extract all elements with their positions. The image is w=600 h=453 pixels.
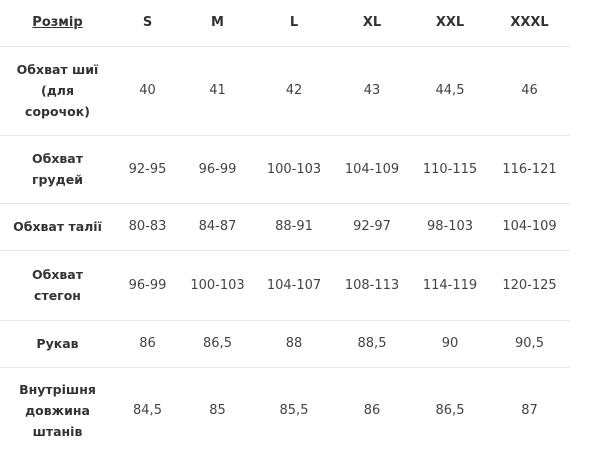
value-cell: 43 (333, 46, 411, 136)
value-cell: 90,5 (489, 320, 570, 368)
value-cell: 84,5 (133, 402, 162, 418)
value-cell: 96-99 (115, 250, 180, 321)
value-cell: 98-103 (411, 203, 489, 251)
measure-row: Внутрішня довжина штанів 84,5 85 85,5 86 86,5 87 (0, 367, 570, 453)
row-label-line: Обхват шиї (16, 62, 99, 77)
value-cell: 87 (521, 402, 538, 418)
row-label-line: стегон (34, 288, 81, 303)
value-cell: 108-113 (333, 250, 411, 321)
measure-row: Обхват стегон 96-99 100-103 104-107 108-113 11… (0, 250, 570, 321)
value-cell: 44,5 (411, 46, 489, 136)
value-cell: 96-99 (180, 135, 255, 204)
size-table: Розмір S M L XL XXL XXXL Обхват шиї (для сорочок)… (0, 0, 570, 453)
value-cell: 114-119 (411, 250, 489, 321)
row-label-line: Внутрішня (19, 381, 96, 397)
value-cell: 85,5 (279, 402, 309, 418)
size-name: L (289, 15, 299, 31)
header-cell: M (180, 0, 255, 47)
value-cell: 84-87 (180, 203, 255, 251)
size-name: XL (362, 15, 382, 31)
value-cell: 100-103 (180, 250, 255, 321)
size-name: XXXL (510, 15, 549, 31)
value-cell: 40 (115, 46, 180, 136)
row-label-line: сорочок) (25, 104, 90, 119)
measure-row: Обхват шиї (для сорочок) 40 41 42 43 44,5 46 (0, 46, 570, 136)
row-label: Обхват стегон (0, 250, 115, 321)
row-label-line: довжина (25, 402, 90, 418)
value-cell: 88,5 (333, 320, 411, 368)
row-label: Обхват шиї (для сорочок) (0, 46, 115, 136)
header-row: Розмір S M L XL XXL XXXL (0, 0, 570, 47)
value-cell: 92-97 (333, 203, 411, 251)
value-cell: 42 (255, 46, 333, 136)
row-label: Внутрішня довжина штанів (0, 367, 115, 453)
value-cell: 92-95 (115, 135, 180, 204)
header-cell: XXXL (489, 0, 570, 47)
header-cell: S (115, 0, 180, 47)
row-label-line: штанів (32, 423, 83, 439)
row-label-line: Обхват (31, 267, 83, 282)
value-cell: 104-109 (333, 135, 411, 204)
value-cell: 86 (115, 320, 180, 368)
table-body: Розмір S M L XL XXL XXXL Обхват шиї (для сорочок)… (0, 0, 570, 453)
row-label-line: (для (41, 83, 74, 98)
measure-row: Обхват талії 80-83 84-87 88-91 92-97 98-103 10… (0, 203, 570, 251)
value-cell: 80-83 (115, 203, 180, 251)
value-cell: 46 (489, 46, 570, 136)
value-cell: 104-107 (255, 250, 333, 321)
size-name: M (211, 15, 224, 31)
header-cell: Розмір (0, 0, 115, 47)
row-label-line: Обхват талії (13, 219, 102, 234)
row-label: Обхват грудей (0, 135, 115, 204)
header-cell: XXL (411, 0, 489, 47)
row-label-line: грудей (32, 172, 83, 187)
value-cell: 88 (255, 320, 333, 368)
size-label: Розмір (32, 15, 83, 31)
value-cell: 86,5 (180, 320, 255, 368)
value-cell: 85 (209, 402, 226, 418)
row-label: Обхват талії (0, 203, 115, 251)
value-cell: 116-121 (489, 135, 570, 204)
value-cell: 86,5 (435, 402, 465, 418)
row-label: Рукав (0, 320, 115, 368)
value-cell: 120-125 (489, 250, 570, 321)
value-cell: 41 (180, 46, 255, 136)
value-cell: 88-91 (255, 203, 333, 251)
size-name: S (142, 15, 153, 31)
value-cell: 90 (411, 320, 489, 368)
header-cell: XL (333, 0, 411, 47)
value-cell: 100-103 (255, 135, 333, 204)
header-cell: L (255, 0, 333, 47)
value-cell: 110-115 (411, 135, 489, 204)
size-name: XXL (435, 15, 465, 31)
value-cell: 104-109 (489, 203, 570, 251)
row-label-line: Обхват (31, 151, 83, 166)
row-label-line: Рукав (36, 336, 79, 351)
measure-row: Обхват грудей 92-95 96-99 100-103 104-109 110-… (0, 135, 570, 204)
value-cell: 86 (363, 402, 381, 418)
measure-row: Рукав 86 86,5 88 88,5 90 90,5 (0, 320, 570, 368)
